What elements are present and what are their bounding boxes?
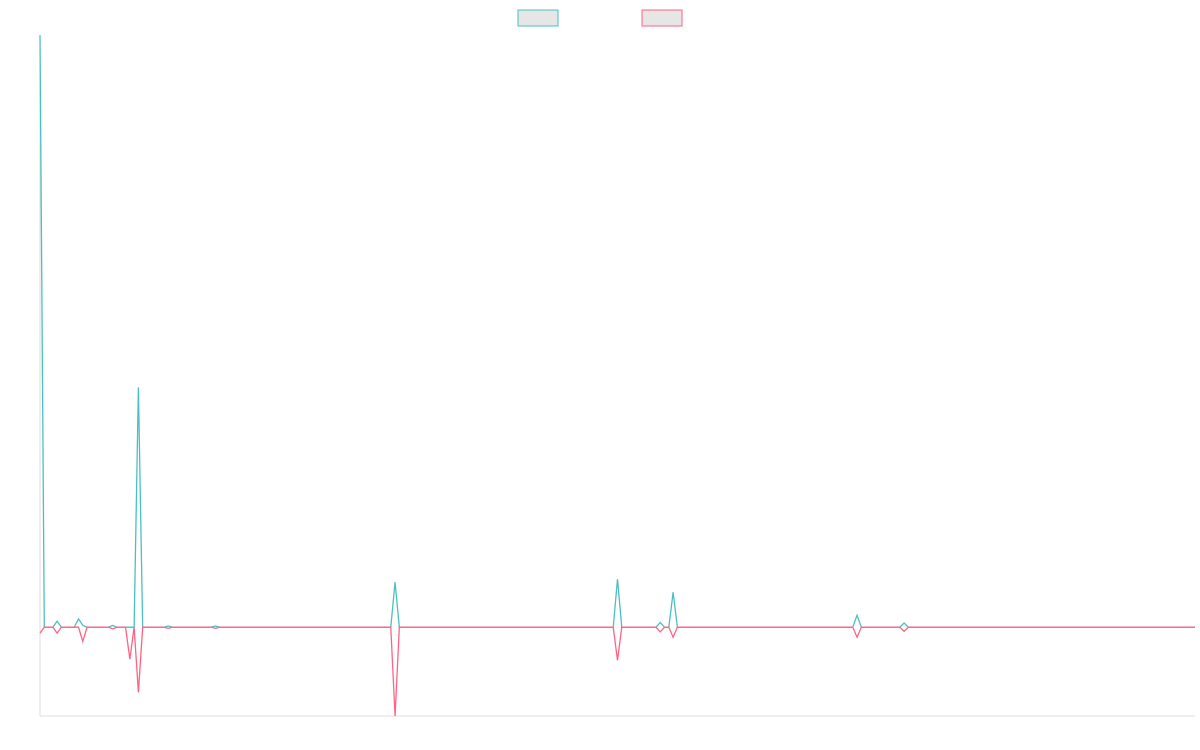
series-line [39,626,1195,717]
series-line [39,34,1195,628]
legend-swatch [517,9,559,27]
legend-swatch [641,9,683,27]
